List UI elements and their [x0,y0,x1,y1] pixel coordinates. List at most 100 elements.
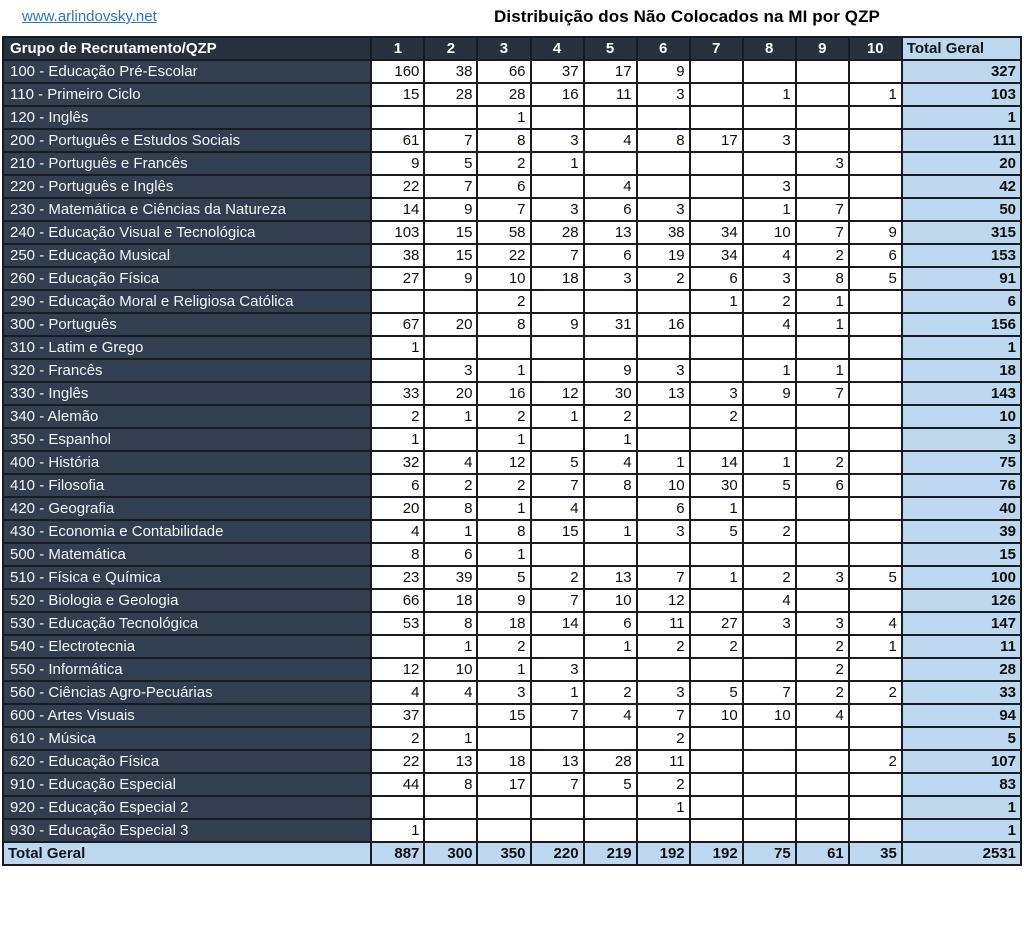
table-row: 100 - Educação Pré-Escolar 160 38 66 37 17 9 32… [1,59,1023,84]
value-cell: 8 [794,266,850,291]
row-label-cell: 210 - Português e Francês [1,151,373,176]
row-total-cell: 28 [900,657,1023,682]
value-cell: 12 [370,657,426,682]
value-cell: 58 [476,220,532,245]
value-cell: 887 [370,841,426,866]
value-cell [741,496,797,521]
value-cell: 12 [635,588,691,613]
value-cell: 4 [847,611,903,636]
value-cell: 44 [370,772,426,797]
value-cell: 1 [370,427,426,452]
value-cell: 12 [529,381,585,406]
value-cell [847,450,903,475]
value-cell [423,703,479,728]
value-cell [688,358,744,383]
value-cell: 6 [370,473,426,498]
value-cell [794,749,850,774]
value-cell [529,818,585,843]
value-cell: 7 [423,174,479,199]
value-cell: 4 [529,496,585,521]
table-row: 120 - Inglês 1 1 [1,105,1023,130]
value-cell: 3 [529,197,585,222]
value-cell [847,289,903,314]
value-cell: 6 [847,243,903,268]
value-cell: 18 [423,588,479,613]
value-cell: 8 [582,473,638,498]
value-cell [476,726,532,751]
value-cell: 32 [370,450,426,475]
header-qzp-column: 3 [476,36,532,61]
value-cell: 33 [370,381,426,406]
row-total-cell: 107 [900,749,1023,774]
value-cell [688,59,744,84]
value-cell: 7 [529,703,585,728]
value-cell [847,519,903,544]
value-cell [529,335,585,360]
value-cell: 2 [476,289,532,314]
value-cell: 9 [847,220,903,245]
value-cell: 5 [423,151,479,176]
value-cell [794,174,850,199]
value-cell: 2 [688,404,744,429]
value-cell [794,335,850,360]
value-cell: 18 [476,749,532,774]
value-cell: 7 [476,197,532,222]
value-cell: 10 [582,588,638,613]
value-cell: 2 [741,519,797,544]
value-cell: 2 [794,680,850,705]
value-cell [529,634,585,659]
row-total-cell: 153 [900,243,1023,268]
value-cell: 23 [370,565,426,590]
table-row: 350 - Espanhol 1 1 1 3 [1,427,1023,452]
value-cell: 22 [476,243,532,268]
table-row: 300 - Português 67 20 8 9 31 16 4 1 156 [1,312,1023,337]
value-cell [529,105,585,130]
value-cell [794,82,850,107]
value-cell: 4 [370,519,426,544]
row-label-cell: 300 - Português [1,312,373,337]
value-cell [794,128,850,153]
value-cell: 15 [529,519,585,544]
value-cell [847,358,903,383]
value-cell [635,818,691,843]
value-cell [741,772,797,797]
value-cell: 27 [370,266,426,291]
value-cell: 61 [370,128,426,153]
value-cell [582,289,638,314]
value-cell [741,634,797,659]
value-cell [847,197,903,222]
table-row: 550 - Informática 12 10 1 3 2 28 [1,657,1023,682]
header-qzp-column: 1 [370,36,426,61]
row-total-cell: 76 [900,473,1023,498]
value-cell [529,174,585,199]
header-qzp-column: 5 [582,36,638,61]
value-cell: 38 [370,243,426,268]
value-cell [847,795,903,820]
value-cell [847,588,903,613]
value-cell: 28 [476,82,532,107]
value-cell: 3 [741,611,797,636]
value-cell [635,289,691,314]
value-cell: 1 [741,450,797,475]
row-label-cell: 610 - Música [1,726,373,751]
value-cell: 3 [529,657,585,682]
site-link[interactable]: www.arlindovsky.net [22,8,157,25]
value-cell [529,795,585,820]
value-cell: 2 [476,634,532,659]
value-cell [423,289,479,314]
value-cell [688,795,744,820]
value-cell: 8 [476,312,532,337]
value-cell: 300 [423,841,479,866]
value-cell: 7 [794,220,850,245]
row-total-cell: 327 [900,59,1023,84]
header-qzp-column: 8 [741,36,797,61]
value-cell: 3 [635,358,691,383]
value-cell: 28 [582,749,638,774]
value-cell [688,657,744,682]
value-cell: 2 [423,473,479,498]
value-cell [476,818,532,843]
value-cell [847,772,903,797]
value-cell: 8 [423,496,479,521]
value-cell [847,427,903,452]
value-cell: 4 [794,703,850,728]
